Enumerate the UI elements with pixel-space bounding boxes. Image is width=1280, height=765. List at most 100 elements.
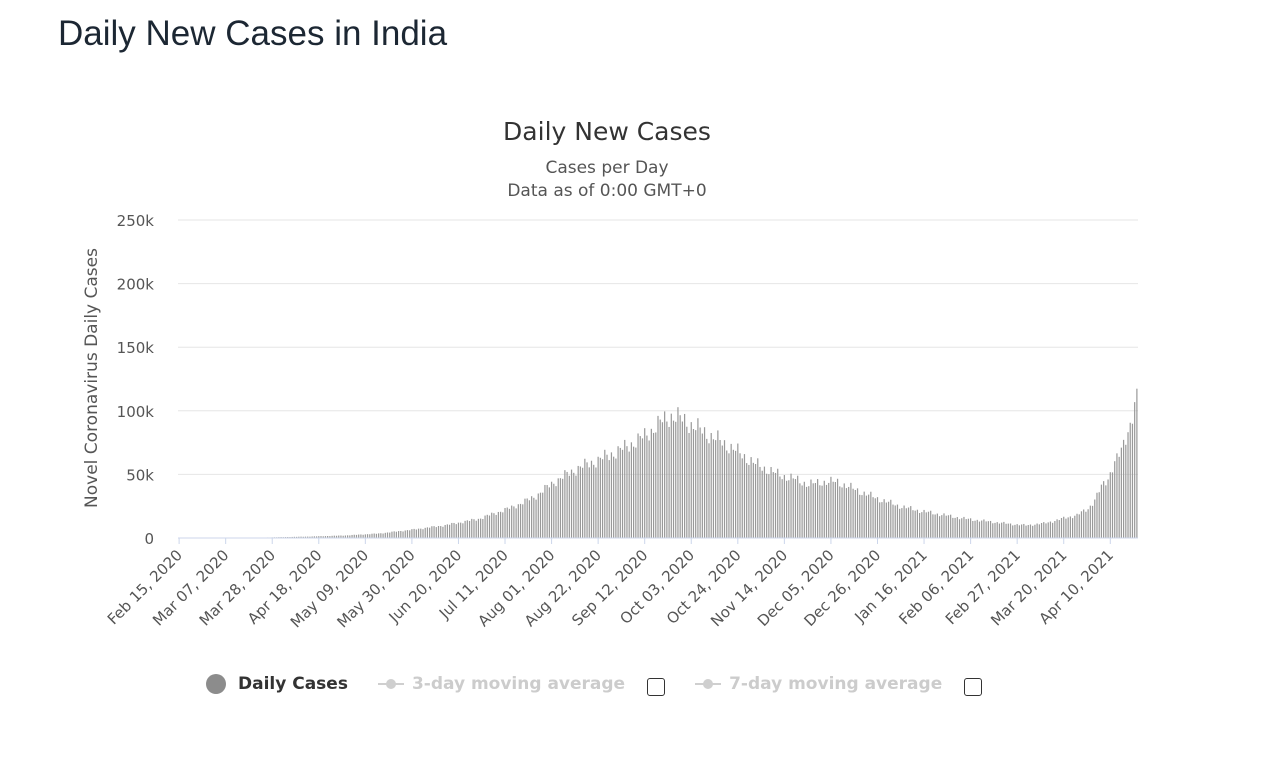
bar[interactable] (1036, 523, 1038, 538)
bar[interactable] (1125, 444, 1127, 538)
bar[interactable] (989, 520, 992, 538)
bar[interactable] (298, 536, 300, 538)
bar[interactable] (763, 466, 766, 538)
bar[interactable] (473, 519, 475, 538)
bar[interactable] (794, 479, 797, 538)
bar[interactable] (537, 493, 539, 538)
bar[interactable] (613, 456, 615, 538)
bar[interactable] (404, 530, 406, 538)
bar[interactable] (934, 514, 936, 538)
bar[interactable] (639, 436, 641, 538)
bar[interactable] (1032, 525, 1034, 538)
bar[interactable] (757, 458, 759, 538)
bar[interactable] (1052, 522, 1054, 538)
bar[interactable] (766, 473, 768, 538)
bar[interactable] (373, 533, 375, 539)
bar[interactable] (582, 467, 584, 538)
bar[interactable] (371, 533, 373, 538)
bar[interactable] (457, 522, 460, 538)
bar[interactable] (546, 485, 548, 538)
bar[interactable] (460, 522, 462, 538)
bar[interactable] (1091, 505, 1094, 538)
bar[interactable] (440, 526, 442, 538)
bar[interactable] (797, 475, 799, 538)
bar[interactable] (865, 495, 868, 538)
bar[interactable] (1038, 524, 1040, 538)
bar[interactable] (830, 476, 832, 538)
bar[interactable] (910, 506, 912, 538)
bar[interactable] (894, 505, 896, 538)
bar[interactable] (905, 508, 907, 538)
bar[interactable] (699, 427, 701, 538)
bar[interactable] (550, 481, 553, 538)
bar[interactable] (967, 518, 969, 538)
bar[interactable] (1083, 509, 1085, 538)
bar[interactable] (344, 535, 346, 538)
bar[interactable] (963, 516, 965, 538)
bar[interactable] (599, 457, 601, 538)
bar[interactable] (1047, 522, 1049, 538)
bar[interactable] (539, 492, 542, 538)
bar[interactable] (848, 486, 850, 538)
bar[interactable] (923, 509, 925, 538)
bar[interactable] (601, 459, 604, 538)
bar[interactable] (1100, 484, 1103, 538)
bar[interactable] (606, 454, 608, 538)
bar[interactable] (369, 534, 371, 538)
bar[interactable] (885, 502, 887, 538)
bar[interactable] (482, 519, 484, 538)
bar[interactable] (710, 433, 712, 538)
bar[interactable] (586, 462, 588, 538)
bar[interactable] (437, 526, 440, 538)
bar[interactable] (329, 536, 331, 538)
bar[interactable] (821, 485, 823, 538)
bar[interactable] (384, 532, 386, 538)
bar[interactable] (874, 498, 876, 538)
bar[interactable] (508, 508, 511, 538)
bar[interactable] (342, 535, 344, 538)
bar[interactable] (801, 485, 803, 538)
bar[interactable] (1111, 472, 1114, 538)
bar[interactable] (1005, 523, 1007, 538)
bar[interactable] (420, 528, 422, 538)
bar[interactable] (424, 527, 426, 538)
bar[interactable] (719, 440, 721, 538)
bar[interactable] (617, 446, 619, 538)
bar[interactable] (805, 486, 808, 538)
bar[interactable] (646, 435, 648, 538)
bar[interactable] (652, 432, 655, 538)
bar[interactable] (737, 443, 739, 538)
bar[interactable] (318, 536, 320, 538)
bar[interactable] (1098, 492, 1100, 538)
bar[interactable] (677, 407, 679, 538)
bar[interactable] (291, 536, 293, 538)
bar[interactable] (841, 487, 843, 538)
bar[interactable] (455, 524, 457, 538)
bar[interactable] (686, 426, 688, 538)
bar[interactable] (590, 460, 593, 538)
bar[interactable] (528, 500, 531, 538)
bar[interactable] (511, 505, 513, 538)
bar[interactable] (577, 465, 579, 538)
checkbox-7day-average[interactable] (964, 678, 983, 696)
bar[interactable] (1043, 522, 1045, 538)
bar[interactable] (626, 446, 628, 538)
bar[interactable] (1016, 524, 1018, 538)
bar[interactable] (535, 499, 537, 538)
bar[interactable] (785, 480, 788, 538)
checkbox-3day-average[interactable] (647, 678, 666, 696)
bar[interactable] (925, 512, 927, 538)
bar[interactable] (633, 446, 635, 538)
bar[interactable] (422, 529, 424, 538)
bar[interactable] (1007, 523, 1009, 538)
bar[interactable] (635, 447, 637, 538)
bar[interactable] (783, 475, 785, 538)
bar[interactable] (575, 475, 577, 538)
bar[interactable] (453, 522, 455, 538)
bar[interactable] (899, 508, 901, 538)
bar[interactable] (480, 518, 482, 538)
bar[interactable] (1001, 522, 1003, 538)
bar[interactable] (836, 478, 839, 538)
bar[interactable] (378, 533, 380, 538)
bar[interactable] (1040, 522, 1043, 538)
